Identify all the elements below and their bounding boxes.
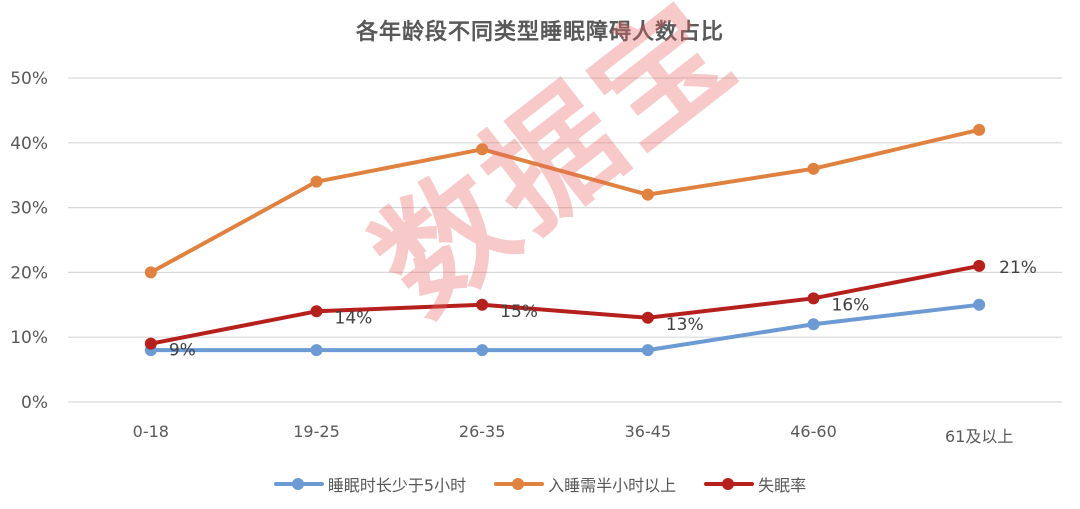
y-tick-label: 30% bbox=[10, 199, 48, 219]
y-tick-label: 50% bbox=[10, 69, 48, 89]
gridlines bbox=[68, 77, 1062, 403]
data-point-marker bbox=[144, 266, 157, 279]
chart-title: 各年龄段不同类型睡眠障碍人数占比 bbox=[355, 20, 724, 45]
data-point-marker bbox=[973, 298, 986, 311]
x-tick-label: 26-35 bbox=[459, 422, 506, 441]
data-point-marker bbox=[807, 318, 820, 331]
data-point-marker bbox=[476, 344, 489, 357]
x-axis-ticks: 0-18 19-25 26-35 36-45 46-60 61及以上 bbox=[133, 422, 1014, 446]
x-tick-label: 0-18 bbox=[133, 422, 169, 441]
legend-label: 入睡需半小时以上 bbox=[548, 476, 677, 495]
legend-label: 失眠率 bbox=[758, 476, 807, 495]
data-point-marker bbox=[807, 162, 820, 175]
data-point-marker bbox=[310, 344, 323, 357]
data-label: 21% bbox=[999, 258, 1037, 278]
legend-label: 睡眠时长少于5小时 bbox=[327, 476, 467, 495]
x-tick-label: 19-25 bbox=[293, 422, 340, 441]
legend: 睡眠时长少于5小时 入睡需半小时以上 失眠率 bbox=[0, 472, 1080, 496]
series-line bbox=[148, 127, 982, 275]
legend-item: 睡眠时长少于5小时 bbox=[273, 472, 467, 496]
y-tick-label: 0% bbox=[21, 393, 48, 413]
y-tick-label: 40% bbox=[10, 134, 48, 154]
legend-line-marker-icon bbox=[273, 477, 324, 491]
data-point-marker bbox=[973, 259, 986, 272]
data-point-marker bbox=[641, 188, 654, 201]
data-point-marker bbox=[310, 175, 323, 188]
data-point-marker bbox=[144, 337, 157, 350]
data-point-marker bbox=[973, 123, 986, 136]
data-point-marker bbox=[807, 292, 820, 305]
x-tick-label: 61及以上 bbox=[945, 427, 1013, 446]
data-label: 13% bbox=[666, 315, 704, 335]
data-label: 15% bbox=[500, 302, 538, 322]
data-labels: 9% 14% 15% 13% 16% 21% bbox=[169, 258, 1037, 361]
y-axis-ticks: 0% 10% 20% 30% 40% 50% bbox=[10, 69, 48, 413]
series-lines bbox=[144, 123, 986, 357]
data-label: 9% bbox=[169, 341, 196, 361]
legend-item: 失眠率 bbox=[704, 472, 806, 496]
data-label: 14% bbox=[335, 308, 373, 328]
y-tick-label: 20% bbox=[10, 263, 48, 283]
legend-line-marker-icon bbox=[704, 477, 755, 491]
data-point-marker bbox=[641, 344, 654, 357]
x-tick-label: 36-45 bbox=[625, 422, 672, 441]
legend-line-marker-icon bbox=[494, 477, 545, 491]
data-point-marker bbox=[641, 311, 654, 324]
series-line bbox=[148, 302, 982, 353]
legend-item: 入睡需半小时以上 bbox=[494, 472, 676, 496]
x-tick-label: 46-60 bbox=[790, 422, 837, 441]
data-point-marker bbox=[476, 298, 489, 311]
data-label: 16% bbox=[832, 295, 870, 315]
data-point-marker bbox=[476, 143, 489, 156]
series-line bbox=[148, 263, 982, 346]
y-tick-label: 10% bbox=[10, 328, 48, 348]
data-point-marker bbox=[310, 305, 323, 318]
